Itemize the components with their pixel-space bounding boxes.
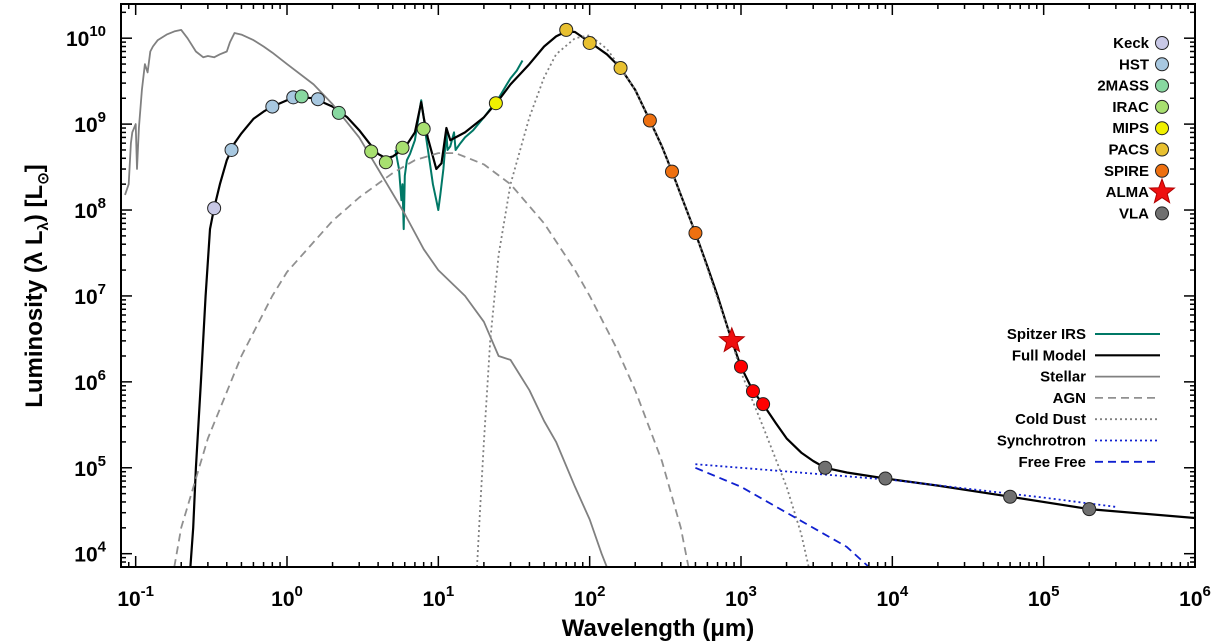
data-point-hst [310,92,325,107]
data-point-hst [224,142,239,157]
series-layer [124,29,1195,567]
legend-marker-vla [1155,206,1169,221]
legend-label-hst: HST [1119,56,1149,73]
y-axis-title-close: ] [21,164,48,172]
legend-label-stellar: Stellar [1040,369,1086,386]
data-point-irac [378,155,393,170]
y-tick-label: 109 [74,109,106,137]
data-point-spire [688,226,703,241]
data-point-2mass [294,89,309,104]
points-layer [207,22,1097,517]
data-point-pacs [613,60,628,75]
legend-label-mips: MIPS [1112,120,1149,137]
series-line-agn [173,152,690,567]
sun-symbol: ⊙ [35,172,52,185]
series-line-stellar [124,29,608,567]
legend-marker-hst [1155,57,1169,72]
data-point-hst [265,99,280,114]
legend-label-spitzer-irs: Spitzer IRS [1007,326,1086,343]
series-line-synchrotron [695,463,1117,508]
x-tick-label: 104 [876,583,908,611]
data-point-mips [488,96,503,111]
data-point-radio [745,384,760,399]
x-tick-label: 102 [574,583,606,611]
y-tick-label: 105 [74,453,106,481]
legend-label-vla: VLA [1119,205,1149,222]
legend-label-full-model: Full Model [1012,347,1086,364]
y-tick-label: 106 [74,367,106,395]
data-point-irac [364,144,379,159]
series-line-free-free [695,466,870,567]
legend-label-irac: IRAC [1112,99,1149,116]
legend-marker-2mass [1155,78,1169,93]
data-point-vla [818,460,833,475]
data-point-vla [1003,489,1018,504]
legend-points: Keck HST 2MASS IRAC MIPS PACS SPIRE ALMA VLA [1097,35,1176,222]
data-point-spire [642,113,657,128]
data-point-irac [416,121,431,136]
legend-marker-keck [1155,36,1169,50]
y-axis-title-sub: λ [35,221,52,230]
plot-frame [120,3,1196,568]
data-point-2mass [331,105,346,120]
data-point-keck [207,201,222,216]
x-tick-label: 106 [1179,583,1211,611]
x-tick-label: 101 [422,583,454,611]
legend-marker-alma [1148,177,1176,204]
legend-marker-mips [1155,121,1169,136]
data-point-irac [395,140,410,155]
data-point-vla [878,471,893,486]
y-tick-label: 107 [74,281,106,309]
data-point-pacs [582,35,597,50]
tick-labels: 10-1 100 101 102 103 104 105 106 104 105 106 107 108… [66,23,1211,611]
x-axis-title: Wavelength (μm) [562,615,754,642]
y-tick-label: 1010 [66,23,106,51]
data-point-radio [756,397,771,412]
data-point-spire [665,164,680,179]
data-point-alma [718,326,746,353]
legend-label-agn: AGN [1053,390,1086,407]
legend-marker-irac [1155,99,1169,114]
legend-label-pacs: PACS [1108,142,1149,159]
legend-label-keck: Keck [1113,35,1150,52]
x-tick-label: 10-1 [117,583,154,611]
series-line-cold-dust [476,34,810,567]
x-tick-label: 105 [1028,583,1060,611]
y-axis-title-main: Luminosity (λ L [21,230,48,407]
ticks-layer [120,4,1196,568]
legend-label-2mass: 2MASS [1097,78,1149,95]
data-point-pacs [559,22,574,37]
legend-label-cold-dust: Cold Dust [1015,411,1086,428]
x-tick-label: 100 [271,583,303,611]
y-tick-label: 104 [74,539,106,567]
legend-marker-spire [1155,163,1169,178]
data-point-radio [733,359,748,374]
series-line-spitzer-irs [394,60,524,231]
legend-lines: Spitzer IRS Full Model Stellar AGN Cold Dust… [997,326,1160,471]
legend-marker-pacs [1155,142,1169,157]
x-tick-label: 103 [725,583,757,611]
legend-label-alma: ALMA [1106,184,1149,201]
data-point-vla [1082,502,1097,517]
y-tick-label: 108 [74,195,106,223]
y-axis-title: Luminosity (λ Lλ) [L⊙] [21,164,52,408]
y-axis-title-units: ) [L [21,185,48,222]
legend-label-spire: SPIRE [1104,163,1149,180]
legend-label-synchrotron: Synchrotron [997,433,1086,450]
legend-label-free-free: Free Free [1018,454,1086,471]
